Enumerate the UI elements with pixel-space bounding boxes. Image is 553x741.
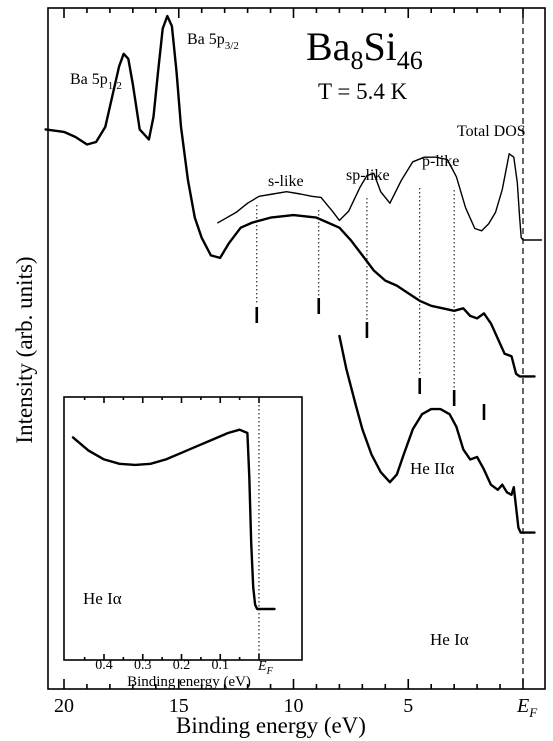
inset-tick-label: 0.4 (95, 658, 113, 673)
p-like-label: p-like (422, 153, 459, 170)
he-ii-curve (44, 14, 536, 378)
chart-title: Ba8Si46 (306, 24, 423, 75)
sp-like-label: sp-like (346, 167, 390, 184)
he-ii-label: He IIα (410, 459, 454, 478)
dotted-guides (256, 188, 455, 388)
he-i-label: He Iα (430, 630, 469, 649)
x-tick-label: 15 (169, 695, 189, 717)
s-like-label: s-like (268, 173, 304, 190)
inset-x-axis-label: Binding energy (eV) (127, 674, 251, 690)
ba-5p-3-2-label: Ba 5p3/2 (187, 31, 239, 52)
total-dos-label: Total DOS (457, 123, 526, 140)
inset-x-tick-labels: 0.4 0.3 0.2 0.1 (95, 658, 229, 673)
feature-ticks (255, 298, 486, 420)
x-tick-label-fermi: EF (516, 695, 538, 720)
main-axes (47, 7, 546, 690)
plot-frame (47, 7, 546, 690)
inset-tick-label: 0.3 (134, 658, 152, 673)
inset-x-ticks (83, 397, 260, 660)
x-tick-label: 10 (284, 695, 304, 717)
x-axis-label: Binding energy (eV) (176, 713, 366, 738)
total-dos-curve (217, 153, 543, 241)
inset-plot: He Iα Binding energy (eV) 0.4 0.3 0.2 0.1 E… (63, 396, 303, 690)
inset-tick-label: 0.2 (173, 658, 191, 673)
x-tick-label: 5 (403, 695, 413, 717)
inset-he-i-curve (71, 428, 276, 611)
inset-he-i-label: He Iα (83, 589, 122, 608)
ba-5p-1-2-label: Ba 5p1/2 (70, 71, 122, 92)
x-tick-label: 20 (54, 695, 74, 717)
x-tick-labels: 20 15 10 5 (54, 695, 413, 717)
inset-x-tick-label-fermi: EF (257, 659, 274, 677)
spectra (44, 14, 543, 534)
he-i-curve (338, 334, 536, 534)
inset-frame (63, 396, 303, 661)
y-axis-label: Intensity (arb. units) (12, 256, 37, 443)
temperature-label: T = 5.4 K (318, 79, 408, 104)
inset-tick-label: 0.1 (212, 658, 230, 673)
